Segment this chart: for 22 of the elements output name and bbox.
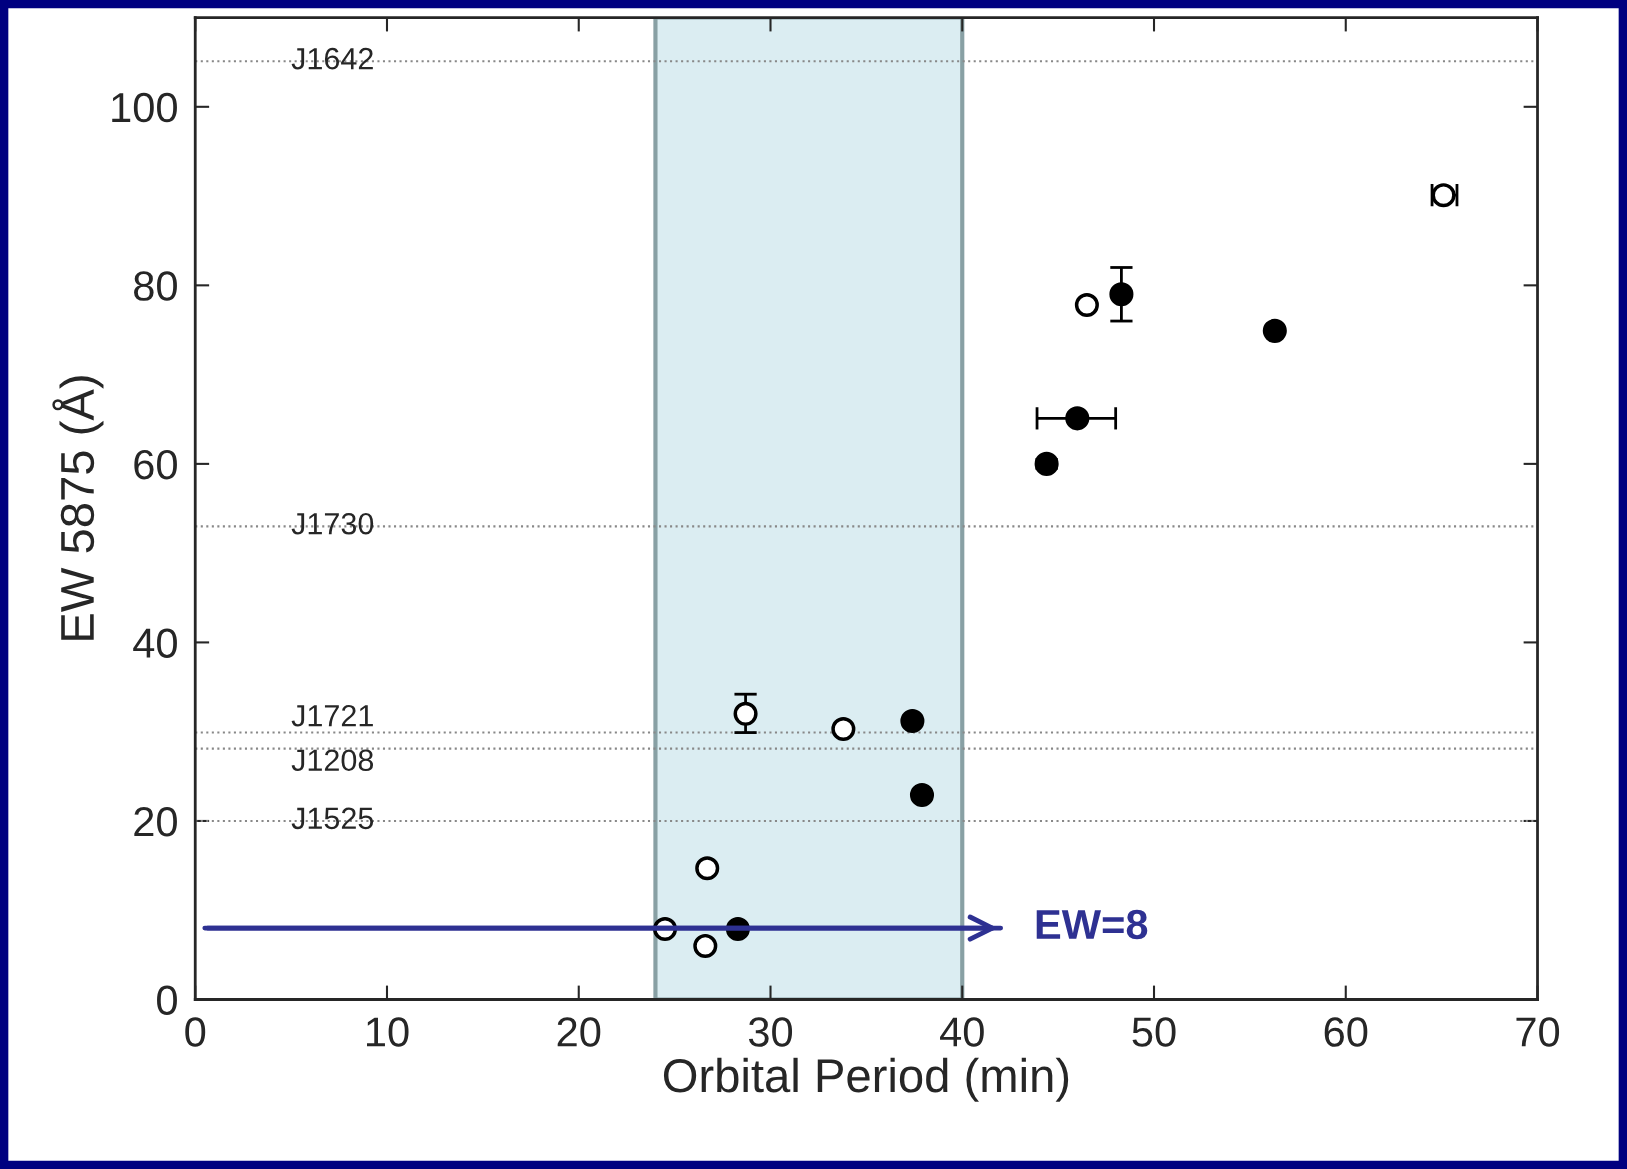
- legend-label: EW=8: [1036, 909, 1148, 940]
- ref-line-label: J1721: [291, 704, 373, 727]
- y-tick-label: 80: [134, 271, 177, 301]
- y-axis-title: EW 5875 (Å): [52, 376, 104, 640]
- ref-line-label: J1208: [291, 749, 374, 772]
- x-tick-label: 30: [748, 1017, 793, 1047]
- y-tick-label: 100: [112, 92, 177, 123]
- x-tick-label: 20: [557, 1017, 601, 1047]
- x-tick-label: 50: [1132, 1017, 1176, 1047]
- y-tick-label: 0: [157, 985, 177, 1015]
- x-tick-label: 40: [940, 1017, 984, 1047]
- ref-line-label: J1730: [291, 512, 374, 535]
- x-tick-label: 10: [367, 1017, 409, 1047]
- ref-line-label: J1642: [291, 47, 373, 70]
- x-axis-title: Orbital Period (min): [663, 1057, 1069, 1102]
- x-tick-label: 0: [185, 1017, 206, 1047]
- y-tick-label: 60: [134, 449, 177, 480]
- ref-line-label: J1525: [291, 807, 374, 830]
- x-tick-label: 70: [1516, 1017, 1560, 1047]
- y-tick-label: 20: [134, 806, 177, 837]
- x-tick-label: 60: [1324, 1017, 1368, 1047]
- y-tick-label: 40: [133, 628, 177, 658]
